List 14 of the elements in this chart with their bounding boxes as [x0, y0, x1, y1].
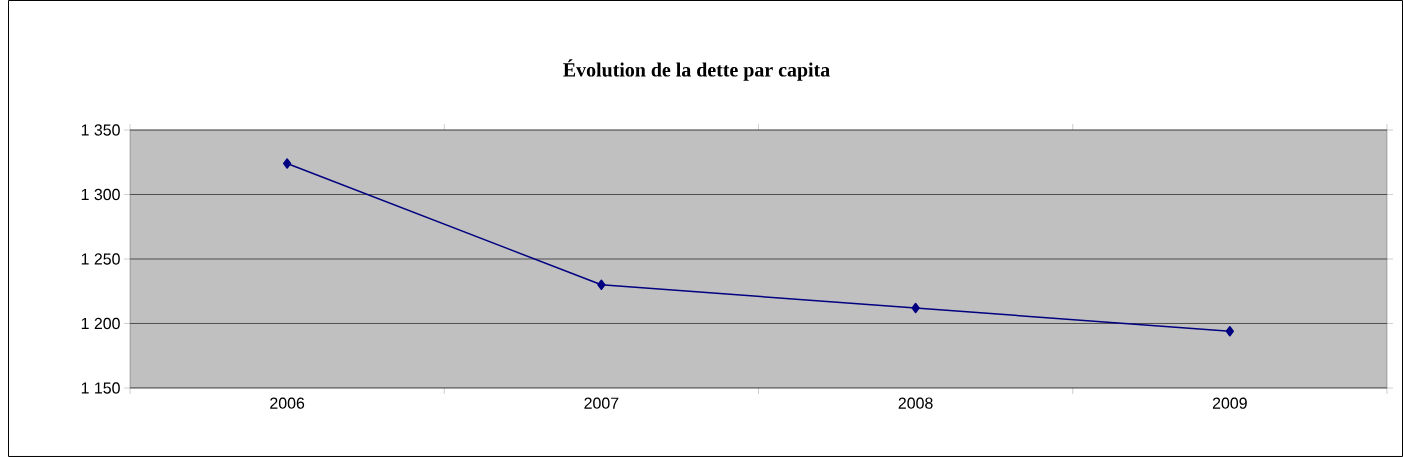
- x-tick-label: 2008: [898, 397, 933, 409]
- point: [283, 158, 292, 169]
- x-tick-label: 2007: [584, 397, 619, 409]
- y-tick-label: 1 350: [81, 124, 120, 136]
- y-tick-label: 1 200: [81, 317, 120, 330]
- point: [911, 302, 920, 314]
- point: [1225, 325, 1234, 337]
- x-tick-label: 2006: [270, 397, 305, 409]
- y-tick-label: 1 150: [81, 382, 120, 394]
- x-tick-label: 2009: [1212, 397, 1247, 409]
- y-tick-label: 1 300: [81, 188, 120, 201]
- y-tick-label: 1 250: [81, 253, 120, 265]
- chart-title: Évolution de la dette par capita: [563, 59, 830, 81]
- point: [597, 279, 606, 291]
